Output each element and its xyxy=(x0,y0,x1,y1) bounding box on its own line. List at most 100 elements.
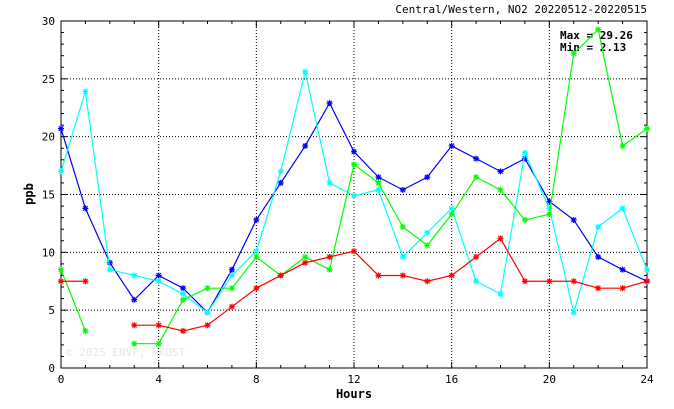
series-line xyxy=(134,237,648,332)
data-point xyxy=(204,285,211,292)
data-point xyxy=(473,155,480,162)
data-point xyxy=(326,266,333,273)
y-axis-label: ppb xyxy=(22,183,36,205)
data-point xyxy=(253,253,260,260)
data-point xyxy=(351,161,357,168)
data-point xyxy=(302,68,309,75)
series-1 xyxy=(58,68,650,316)
series-line xyxy=(60,269,86,332)
data-point xyxy=(595,285,602,292)
data-point xyxy=(424,174,431,181)
data-point xyxy=(326,179,333,186)
data-point xyxy=(253,285,260,292)
data-point xyxy=(570,278,577,285)
x-tick-label: 16 xyxy=(445,373,458,386)
data-point xyxy=(399,272,406,279)
data-point xyxy=(131,340,138,347)
data-point xyxy=(497,168,504,175)
series-layer xyxy=(58,26,650,347)
data-point xyxy=(448,142,455,149)
data-point xyxy=(595,223,602,230)
data-point xyxy=(204,322,211,329)
series-0 xyxy=(58,100,650,316)
data-point xyxy=(619,285,626,292)
data-point xyxy=(375,174,382,181)
data-point xyxy=(399,186,406,193)
y-tick-label: 5 xyxy=(48,304,55,317)
data-point xyxy=(82,327,89,334)
data-point xyxy=(58,278,64,285)
data-point xyxy=(180,290,187,297)
x-tick-label: 24 xyxy=(640,373,654,386)
data-point xyxy=(473,278,480,285)
series-2 xyxy=(58,26,650,347)
x-tick-label: 20 xyxy=(543,373,556,386)
watermark: © 2025 ENVF, HKUST xyxy=(66,346,186,359)
data-point xyxy=(521,149,528,156)
x-tick-label: 8 xyxy=(253,373,260,386)
data-point xyxy=(155,278,162,285)
data-point xyxy=(277,179,284,186)
data-point xyxy=(106,259,113,266)
data-point xyxy=(326,253,333,260)
data-point xyxy=(58,125,64,132)
data-point xyxy=(473,253,480,260)
x-axis-label: Hours xyxy=(336,387,372,401)
data-point xyxy=(106,266,113,273)
data-point xyxy=(644,125,650,132)
data-point xyxy=(253,248,260,255)
data-point xyxy=(619,142,626,149)
data-point xyxy=(570,216,577,223)
data-point xyxy=(351,192,357,199)
data-point xyxy=(131,272,138,279)
data-point xyxy=(180,296,187,303)
data-point xyxy=(131,322,138,329)
data-point xyxy=(326,100,333,107)
data-point xyxy=(58,168,64,175)
data-point xyxy=(497,186,504,193)
y-tick-label: 25 xyxy=(42,73,55,86)
data-point xyxy=(497,235,504,242)
axis-ticks: 0 4 8 12 16 20 24 0 5 10 15 20 25 30 xyxy=(42,15,654,386)
data-point xyxy=(546,205,553,212)
data-point xyxy=(277,168,284,175)
series-3 xyxy=(58,235,650,334)
data-point xyxy=(180,285,187,292)
data-point xyxy=(82,205,89,212)
x-tick-label: 0 xyxy=(58,373,65,386)
y-tick-label: 20 xyxy=(42,131,55,144)
x-tick-label: 12 xyxy=(347,373,360,386)
data-point xyxy=(302,142,309,149)
grid-lines xyxy=(61,21,647,368)
data-point xyxy=(277,272,284,279)
data-point xyxy=(448,205,455,212)
data-point xyxy=(546,198,553,205)
data-point xyxy=(424,242,431,249)
data-point xyxy=(82,278,89,285)
data-point xyxy=(644,266,650,273)
data-point xyxy=(448,272,455,279)
data-point xyxy=(155,322,162,329)
data-point xyxy=(399,223,406,230)
data-point xyxy=(399,253,406,260)
y-tick-label: 30 xyxy=(42,15,55,28)
data-point xyxy=(302,259,309,266)
data-point xyxy=(253,216,260,223)
x-tick-label: 4 xyxy=(155,373,162,386)
data-point xyxy=(473,174,480,181)
data-point xyxy=(375,272,382,279)
data-point xyxy=(619,266,626,273)
data-point xyxy=(58,266,64,273)
chart-title: Central/Western, NO2 20220512-20220515 xyxy=(395,3,647,16)
data-point xyxy=(570,309,577,316)
data-point xyxy=(180,327,187,334)
data-point xyxy=(521,155,528,162)
data-point xyxy=(546,278,553,285)
data-point xyxy=(595,26,602,33)
data-point xyxy=(424,229,431,236)
data-point xyxy=(497,290,504,297)
data-point xyxy=(351,248,357,255)
data-point xyxy=(82,88,89,95)
data-point xyxy=(204,309,211,316)
